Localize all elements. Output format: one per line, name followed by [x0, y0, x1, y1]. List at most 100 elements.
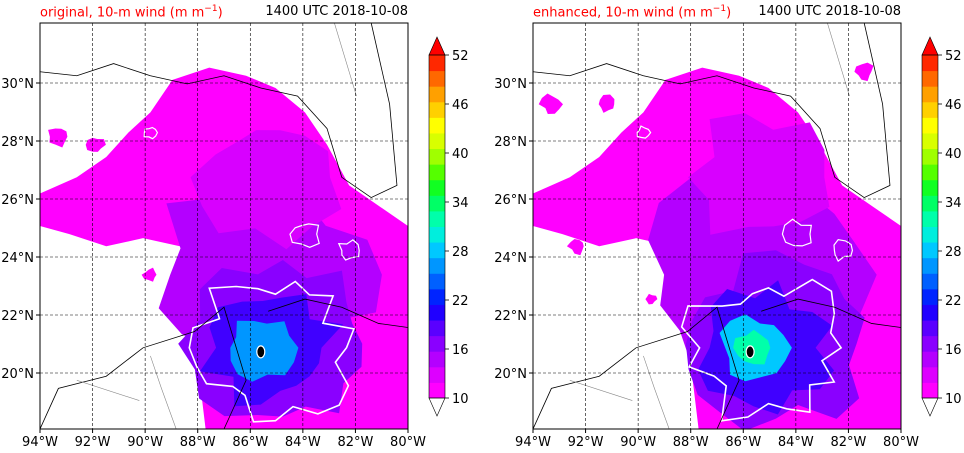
colorbar-segment	[429, 101, 445, 118]
yucatan-coastline	[533, 306, 740, 429]
colorbar-segment	[922, 382, 938, 399]
colorbar-segment	[429, 304, 445, 321]
cuba-coastline	[761, 298, 901, 328]
wind-contour	[289, 223, 320, 248]
wind-contour	[781, 218, 812, 247]
wind-contour	[636, 125, 652, 139]
lon-tick-label: 84°W	[285, 435, 321, 450]
lat-tick-label: 20°N	[494, 367, 527, 382]
wind-patch	[598, 94, 615, 113]
colorbar-segment	[429, 273, 445, 290]
colorbar-segment	[922, 320, 938, 337]
lon-tick-label: 86°W	[725, 435, 761, 450]
colorbar-segment	[429, 195, 445, 212]
colorbar-segment	[429, 351, 445, 368]
country-border	[569, 379, 633, 401]
wind-contour	[337, 239, 360, 261]
colorbar-segment	[429, 55, 445, 72]
colorbar-segment	[429, 335, 445, 352]
state-border	[827, 23, 850, 97]
colorbar-segment	[922, 55, 938, 72]
colorbar-segment	[922, 366, 938, 383]
lon-tick-label: 92°W	[75, 435, 111, 450]
colorbar-label: 10	[945, 392, 962, 407]
colorbar-label: 52	[452, 49, 469, 64]
colorbar-label: 10	[452, 392, 469, 407]
colorbar-label: 28	[945, 245, 962, 260]
lat-tick-label: 22°N	[494, 309, 527, 324]
colorbar-label: 40	[452, 147, 469, 162]
colorbar-label: 46	[945, 98, 962, 113]
yucatan-coastline	[40, 306, 247, 429]
colorbar-label: 22	[945, 294, 962, 309]
colorbar-right: 52 46 40 34 28 22 16 10	[921, 36, 962, 417]
country-border	[643, 355, 670, 429]
panel-left-timestamp: 1400 UTC 2018-10-08	[265, 4, 408, 19]
lat-tick-label: 28°N	[1, 135, 34, 150]
map-frame	[532, 22, 902, 430]
lon-tick-label: 88°W	[673, 435, 709, 450]
lat-tick-label: 30°N	[1, 77, 34, 92]
lon-tick-label: 80°W	[390, 435, 426, 450]
panel-right-timestamp: 1400 UTC 2018-10-08	[758, 4, 901, 19]
colorbar-segment	[922, 117, 938, 134]
colorbar-segment	[922, 335, 938, 352]
colorbar-segment	[429, 210, 445, 227]
wind-contour	[143, 126, 159, 140]
colorbar-label: 22	[452, 294, 469, 309]
lon-tick-label: 82°W	[337, 435, 373, 450]
hurricane-eye	[745, 345, 755, 359]
wind-patch	[645, 293, 658, 305]
colorbar-segment	[922, 148, 938, 165]
colorbar-segment	[429, 117, 445, 134]
colorbar-frame	[428, 54, 446, 399]
colorbar-under-arrow	[921, 397, 939, 417]
lat-tick-label: 22°N	[1, 309, 34, 324]
colorbar-segment	[922, 242, 938, 259]
lon-tick-label: 84°W	[778, 435, 814, 450]
lon-tick-label: 80°W	[883, 435, 919, 450]
colorbar-over-arrow	[428, 36, 446, 56]
colorbar-segment	[922, 164, 938, 181]
colorbar-segment	[429, 242, 445, 259]
wind-patch	[582, 187, 600, 200]
lat-tick-label: 24°N	[1, 251, 34, 266]
wind-patch	[75, 199, 93, 214]
lat-tick-label: 30°N	[494, 77, 527, 92]
gulf-coastline	[40, 23, 398, 199]
lon-tick-label: 86°W	[232, 435, 268, 450]
wind-contour	[680, 278, 843, 422]
colorbar-segment	[922, 273, 938, 290]
gulf-coastline	[533, 23, 891, 199]
map-frame	[39, 22, 409, 430]
colorbar-label: 16	[945, 343, 962, 358]
lat-tick-label: 28°N	[494, 135, 527, 150]
wind-patch	[538, 93, 563, 114]
colorbar-segment	[922, 70, 938, 87]
colorbar-segment	[922, 86, 938, 103]
colorbar-segment	[429, 382, 445, 399]
lon-tick-label: 90°W	[127, 435, 163, 450]
colorbar-under-arrow	[428, 397, 446, 417]
lon-tick-label: 92°W	[568, 435, 604, 450]
colorbar-label: 46	[452, 98, 469, 113]
colorbar-segment	[922, 257, 938, 274]
lon-tick-label: 90°W	[620, 435, 656, 450]
colorbar-segment	[429, 288, 445, 305]
map-panel-right: 94°W 92°W 90°W 88°W 86°W 84°W 82°W 80°W 30°N 28°N…	[494, 22, 962, 450]
lat-tick-label: 26°N	[1, 193, 34, 208]
colorbar-left: 52 46 40 34 28 22 16 10	[428, 36, 469, 417]
lon-tick-label: 94°W	[22, 435, 58, 450]
colorbar-over-arrow	[921, 36, 939, 56]
colorbar-segment	[922, 304, 938, 321]
colorbar-segment	[429, 148, 445, 165]
colorbar-segment	[429, 179, 445, 196]
wind-patch	[48, 128, 68, 148]
state-border	[334, 23, 357, 97]
colorbar-segment	[429, 132, 445, 150]
map-panel-left: 94°W 92°W 90°W 88°W 86°W 84°W 82°W 80°W 30°N 28°N…	[1, 22, 469, 450]
colorbar-segment	[922, 179, 938, 196]
wind-patch	[85, 137, 106, 152]
lat-tick-label: 20°N	[1, 367, 34, 382]
